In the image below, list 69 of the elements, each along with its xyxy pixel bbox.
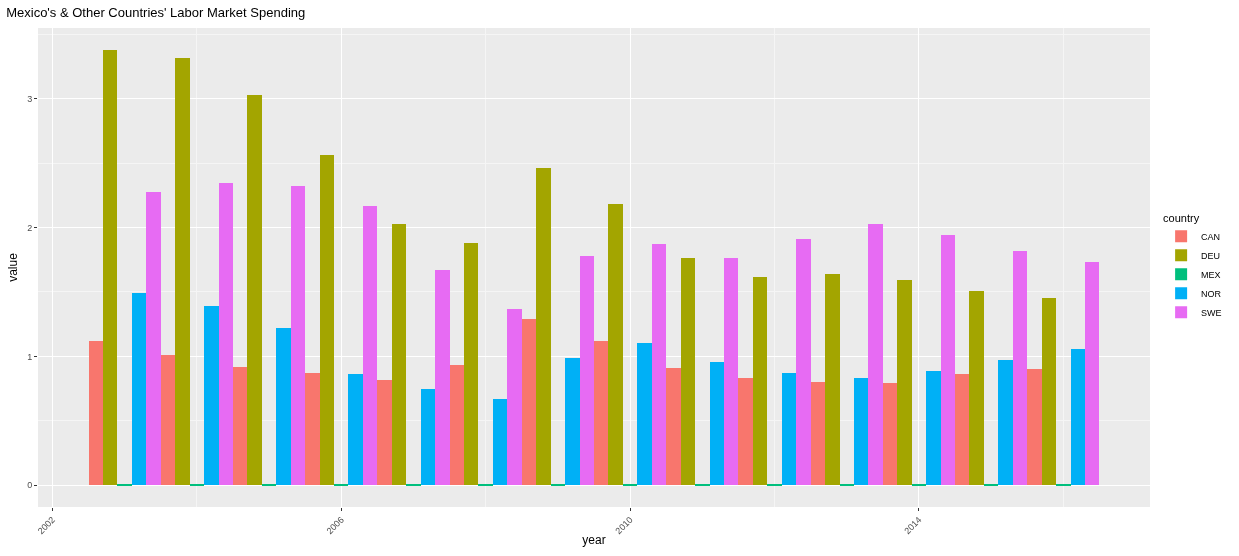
- y-axis-title: value: [6, 252, 21, 282]
- bar: [926, 371, 941, 485]
- bar: [738, 378, 753, 485]
- bar: [522, 319, 536, 485]
- chart-title: Mexico's & Other Countries' Labor Market Spending: [6, 5, 306, 21]
- legend-label: NOR: [1201, 288, 1222, 299]
- bar: [291, 186, 305, 485]
- bar: [897, 280, 912, 485]
- bar: [103, 50, 117, 485]
- bar: [825, 274, 840, 485]
- bar: [493, 399, 507, 485]
- bar: [507, 309, 522, 485]
- bar: [146, 192, 161, 485]
- bar: [219, 183, 233, 485]
- bar: [811, 382, 825, 485]
- bar: [666, 368, 681, 485]
- legend-label: SWE: [1201, 307, 1222, 318]
- bar: [377, 380, 392, 485]
- bar: [392, 224, 406, 485]
- bar: [161, 355, 175, 485]
- legend-label: CAN: [1201, 231, 1221, 242]
- y-tick-label: 2: [27, 222, 33, 233]
- bar: [247, 95, 262, 485]
- bar: [883, 383, 897, 485]
- bar: [710, 362, 724, 485]
- bar: [421, 389, 435, 485]
- bar: [580, 256, 594, 485]
- bar: [594, 341, 608, 485]
- bar: [969, 291, 984, 485]
- bar: [363, 206, 377, 485]
- bar: [753, 277, 767, 485]
- bar: [320, 155, 334, 485]
- bar: [132, 293, 146, 485]
- y-tick-label: 1: [27, 351, 33, 362]
- bar: [1027, 369, 1042, 485]
- bar: [305, 373, 320, 485]
- bar: [854, 378, 868, 485]
- bar: [608, 204, 623, 485]
- bar: [955, 374, 969, 485]
- y-tick-label: 0: [27, 480, 33, 491]
- bar: [868, 224, 883, 485]
- bar: [204, 306, 219, 485]
- legend-label: MEX: [1201, 269, 1221, 280]
- bar: [998, 360, 1013, 485]
- bar: [1085, 262, 1099, 485]
- bar: [348, 374, 363, 485]
- bar: [276, 328, 291, 485]
- bar: [175, 58, 190, 485]
- bar: [724, 258, 738, 485]
- bar: [941, 235, 955, 485]
- bar: [652, 244, 666, 485]
- bar: [1042, 298, 1056, 485]
- bar: [637, 343, 652, 485]
- bar: [1013, 251, 1027, 485]
- bar: [464, 243, 478, 485]
- bar: [450, 365, 464, 485]
- legend-label: DEU: [1201, 250, 1221, 261]
- legend-title: country: [1163, 211, 1200, 224]
- bar: [782, 373, 796, 485]
- bar: [233, 367, 247, 485]
- x-axis-title: year: [582, 532, 606, 547]
- bar: [796, 239, 811, 485]
- bar: [536, 168, 551, 485]
- bar: [1071, 349, 1085, 485]
- bar: [435, 270, 450, 485]
- y-tick-label: 3: [27, 93, 33, 104]
- bar: [681, 258, 695, 485]
- bar: [89, 341, 103, 485]
- bar: [565, 358, 580, 485]
